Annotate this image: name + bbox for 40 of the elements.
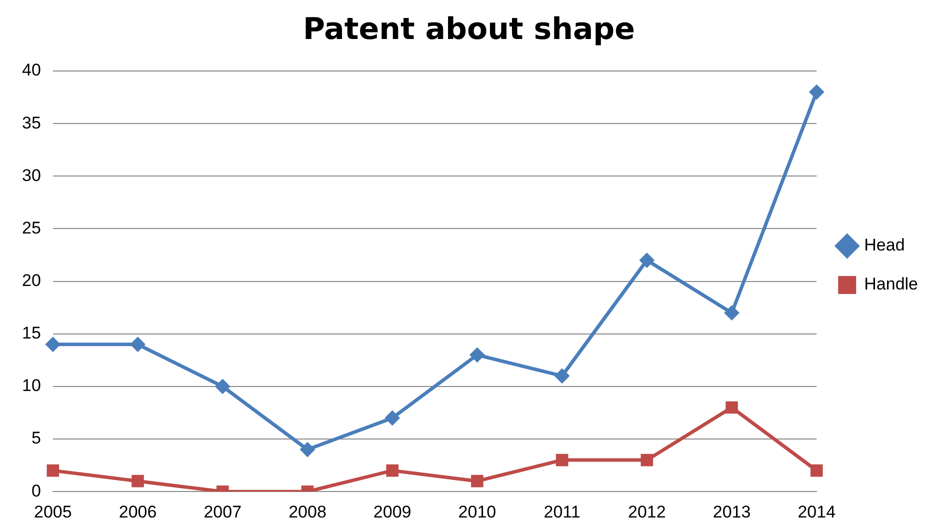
y-tick-label: 15 [22, 324, 41, 343]
y-tick-label: 10 [22, 376, 41, 396]
point [471, 474, 484, 488]
point [300, 442, 315, 458]
x-tick-label: 2009 [373, 502, 412, 522]
x-tick-label: 2005 [34, 502, 72, 522]
point [639, 252, 654, 268]
legend-label: Handle [864, 274, 918, 294]
point [556, 454, 568, 466]
point [46, 464, 60, 477]
x-tick-label: 2007 [204, 502, 242, 522]
point [726, 401, 738, 414]
point [724, 305, 740, 320]
y-tick-label: 5 [31, 428, 41, 448]
y-tick-label: 20 [22, 270, 41, 290]
y-tick-label: 25 [22, 218, 41, 238]
point [215, 378, 230, 394]
x-tick-label: 2008 [288, 502, 326, 522]
y-tick-label: 0 [31, 481, 41, 500]
x-tick-label: 2012 [628, 502, 666, 522]
chart-title: Patent about shape [302, 12, 636, 47]
x-tick-label: 2006 [118, 502, 157, 522]
point [386, 464, 398, 477]
x-tick-label: 2011 [544, 502, 580, 522]
x-tick-label: 2014 [798, 502, 836, 522]
y-tick-label: 30 [22, 166, 41, 185]
point [45, 336, 60, 352]
x-tick-label: 2013 [712, 502, 751, 522]
x-tick-label: 2010 [458, 502, 496, 522]
point [554, 368, 570, 384]
point [640, 454, 654, 466]
point [809, 84, 824, 100]
legend-label: Head [864, 236, 905, 255]
point [132, 474, 144, 488]
y-tick-label: 35 [22, 113, 41, 132]
point [384, 410, 400, 426]
point [470, 347, 485, 362]
point [130, 336, 146, 352]
y-tick-label: 40 [22, 60, 41, 80]
point [810, 464, 823, 477]
